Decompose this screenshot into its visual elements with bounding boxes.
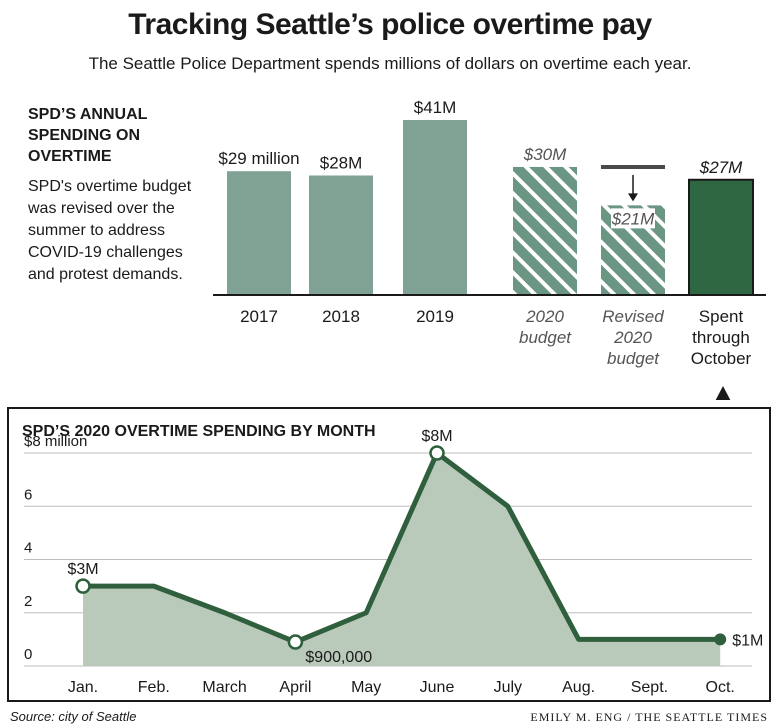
bar-2017: [227, 171, 291, 295]
category-label: 2019: [416, 307, 454, 326]
category-label: October: [691, 349, 752, 368]
category-label: 2020: [525, 307, 564, 326]
x-tick-label: Feb.: [138, 679, 170, 696]
series-line: [83, 450, 721, 645]
data-point-marker: [75, 578, 91, 594]
data-point-marker: [287, 634, 304, 650]
x-tick-label: Sept.: [631, 679, 668, 696]
data-point-marker: [714, 633, 727, 646]
x-tick-label: March: [202, 679, 246, 696]
data-label: $3M: [67, 561, 98, 578]
annual-spending-note: SPD's overtime budget was revised over t…: [28, 178, 192, 283]
category-label: budget: [519, 328, 572, 347]
data-label: $8M: [421, 428, 452, 445]
x-tick-label: May: [351, 679, 381, 696]
x-tick-label: Aug.: [562, 679, 595, 696]
source-note: Source: city of Seattle: [10, 709, 137, 724]
credit-line: EMILY M. ENG / THE SEATTLE TIMES: [530, 710, 768, 724]
bar-spent-through-october: [688, 178, 754, 297]
bar-2019: [403, 120, 467, 295]
x-tick-label: June: [420, 679, 455, 696]
bar-2020-budget: [513, 166, 577, 295]
category-label: 2018: [322, 307, 360, 326]
bar-value-label: $30M: [523, 145, 567, 164]
bar-value-label: $41M: [414, 98, 457, 117]
category-label: Spent: [699, 307, 744, 326]
revised-label-box: [611, 208, 655, 229]
chart-title: Tracking Seattle’s police overtime pay: [128, 8, 652, 41]
monthly-chart-panel: [7, 407, 771, 702]
monthly-spending-heading: SPD’S 2020 OVERTIME SPENDING BY MONTH: [22, 423, 376, 440]
y-tick-label: 4: [24, 540, 32, 557]
y-tick-label: 6: [24, 486, 32, 503]
bar-2018: [309, 175, 373, 295]
y-tick-label: 0: [24, 646, 32, 663]
category-label: through: [692, 328, 750, 347]
data-label: $1M: [732, 632, 763, 649]
pointer-triangle: [715, 386, 731, 400]
category-label: 2017: [240, 307, 278, 326]
data-label: $900,000: [305, 649, 372, 666]
bar-value-label: $29 million: [218, 149, 299, 168]
x-tick-label: July: [494, 679, 522, 696]
area-fill: [83, 453, 721, 666]
bar-value-label: $21M: [611, 209, 655, 228]
bar-value-label: $28M: [320, 153, 363, 172]
chart-subtitle: The Seattle Police Department spends mil…: [88, 54, 692, 73]
category-label: budget: [607, 349, 660, 368]
category-label: 2020: [613, 328, 652, 347]
data-point-marker: [429, 445, 445, 461]
y-tick-label: $8 million: [24, 433, 87, 450]
y-tick-label: 2: [24, 593, 32, 610]
bar-value-label: $27M: [699, 158, 743, 177]
revision-arrow-head: [628, 193, 638, 202]
x-tick-label: Oct.: [706, 679, 735, 696]
category-label: Revised: [602, 307, 664, 326]
annual-spending-heading: SPD’S ANNUAL SPENDING ON OVERTIME: [28, 106, 148, 165]
annual-bar-chart: $29 million 2017 $28M 2018 $41M 2019 $30M 2020 b…: [213, 98, 766, 400]
x-tick-label: April: [279, 679, 311, 696]
x-tick-label: Jan.: [68, 679, 98, 696]
